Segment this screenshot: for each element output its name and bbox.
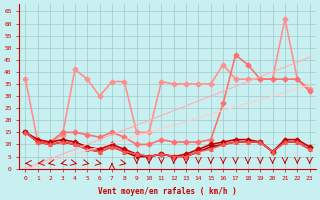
- X-axis label: Vent moyen/en rafales ( km/h ): Vent moyen/en rafales ( km/h ): [98, 187, 237, 196]
